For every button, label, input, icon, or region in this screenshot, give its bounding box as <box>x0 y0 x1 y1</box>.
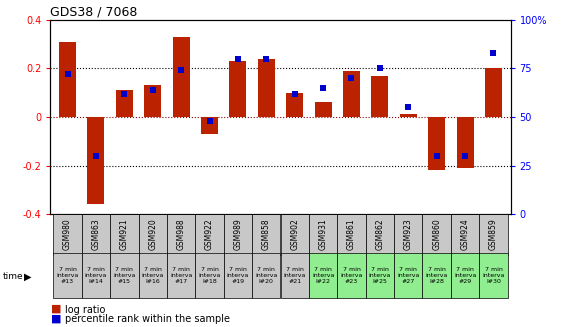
Text: 7 min
interva
#27: 7 min interva #27 <box>397 267 420 284</box>
Text: GSM921: GSM921 <box>120 219 129 250</box>
Text: GSM863: GSM863 <box>91 219 100 250</box>
Text: 7 min
interva
l#28: 7 min interva l#28 <box>425 267 448 284</box>
Bar <box>167 214 195 255</box>
Bar <box>337 214 366 255</box>
Text: 7 min
interva
#15: 7 min interva #15 <box>113 267 136 284</box>
Bar <box>195 214 224 255</box>
Text: GSM989: GSM989 <box>233 219 242 250</box>
Text: 7 min
interva
#23: 7 min interva #23 <box>341 267 362 284</box>
Bar <box>451 253 479 298</box>
Bar <box>139 214 167 255</box>
Text: 7 min
interva
#13: 7 min interva #13 <box>56 267 79 284</box>
Bar <box>53 214 82 255</box>
Bar <box>167 253 195 298</box>
Text: GSM861: GSM861 <box>347 219 356 250</box>
Bar <box>479 253 508 298</box>
Bar <box>82 253 110 298</box>
Bar <box>144 85 161 117</box>
Bar <box>139 253 167 298</box>
Text: 7 min
interva
l#16: 7 min interva l#16 <box>141 267 164 284</box>
Bar <box>280 214 309 255</box>
Text: GSM922: GSM922 <box>205 219 214 250</box>
Bar <box>309 253 337 298</box>
Bar <box>201 117 218 134</box>
Text: GSM862: GSM862 <box>375 219 384 250</box>
Bar <box>337 253 366 298</box>
Bar <box>195 253 224 298</box>
Text: 7 min
interva
l#14: 7 min interva l#14 <box>85 267 107 284</box>
Bar <box>343 71 360 117</box>
Bar <box>224 253 252 298</box>
Text: GSM924: GSM924 <box>461 219 470 250</box>
Bar <box>88 117 104 204</box>
Bar <box>224 214 252 255</box>
Text: 7 min
interva
#29: 7 min interva #29 <box>454 267 476 284</box>
Bar <box>53 253 82 298</box>
Bar <box>315 102 332 117</box>
Text: 7 min
interva
#21: 7 min interva #21 <box>283 267 306 284</box>
Bar <box>428 117 445 170</box>
Bar <box>394 214 422 255</box>
Text: 7 min
interva
#19: 7 min interva #19 <box>227 267 249 284</box>
Text: GSM859: GSM859 <box>489 219 498 250</box>
Text: GDS38 / 7068: GDS38 / 7068 <box>50 6 138 18</box>
Bar <box>252 214 280 255</box>
Bar <box>366 214 394 255</box>
Text: percentile rank within the sample: percentile rank within the sample <box>65 315 229 324</box>
Bar <box>394 253 422 298</box>
Bar <box>309 214 337 255</box>
Bar <box>371 76 388 117</box>
Bar <box>82 214 110 255</box>
Text: GSM858: GSM858 <box>262 219 271 250</box>
Text: GSM902: GSM902 <box>290 219 299 250</box>
Bar <box>479 214 508 255</box>
Bar <box>173 37 190 117</box>
Text: 7 min
interva
l#22: 7 min interva l#22 <box>312 267 334 284</box>
Bar <box>286 93 303 117</box>
Text: GSM931: GSM931 <box>319 219 328 250</box>
Text: time: time <box>3 272 24 281</box>
Text: 7 min
interva
l#25: 7 min interva l#25 <box>369 267 391 284</box>
Bar <box>422 214 451 255</box>
Bar <box>422 253 451 298</box>
Text: 7 min
interva
l#30: 7 min interva l#30 <box>482 267 505 284</box>
Text: 7 min
interva
#17: 7 min interva #17 <box>170 267 192 284</box>
Text: ■: ■ <box>50 314 61 324</box>
Bar <box>229 61 246 117</box>
Bar <box>110 253 139 298</box>
Bar <box>280 253 309 298</box>
Bar <box>457 117 473 168</box>
Bar <box>400 114 417 117</box>
Text: GSM920: GSM920 <box>148 219 157 250</box>
Text: GSM923: GSM923 <box>404 219 413 250</box>
Bar <box>116 90 133 117</box>
Bar <box>258 59 275 117</box>
Text: GSM980: GSM980 <box>63 219 72 250</box>
Text: 7 min
interva
l#20: 7 min interva l#20 <box>255 267 278 284</box>
Bar <box>110 214 139 255</box>
Text: 7 min
interva
l#18: 7 min interva l#18 <box>199 267 220 284</box>
Bar <box>366 253 394 298</box>
Bar <box>252 253 280 298</box>
Text: log ratio: log ratio <box>65 305 105 315</box>
Bar <box>451 214 479 255</box>
Text: GSM988: GSM988 <box>177 219 186 250</box>
Text: ■: ■ <box>50 304 61 314</box>
Text: GSM860: GSM860 <box>432 219 441 250</box>
Bar <box>59 42 76 117</box>
Text: ▶: ▶ <box>24 271 31 281</box>
Bar <box>485 68 502 117</box>
